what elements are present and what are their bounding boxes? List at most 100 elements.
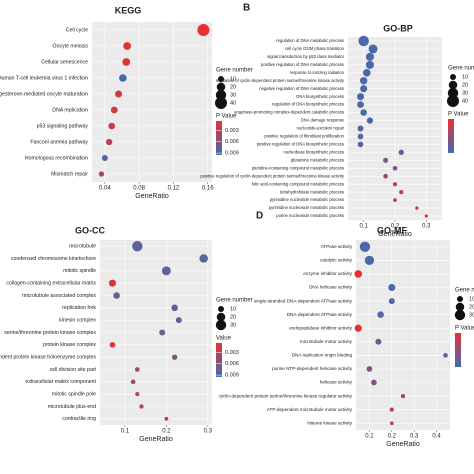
size-legend-label: 10 [230,306,236,312]
size-legend-title: Gene number [216,298,253,304]
y-tick-label: positive regulation of DNA biosynthetic … [257,142,344,147]
dot [393,198,397,203]
dot [354,270,363,278]
dot [105,138,113,146]
dot [377,311,384,318]
x-axis-label: GeneRatio [386,441,420,448]
y-tick-label: pyrimidine nucleotide metabolic process [270,197,344,202]
dot [130,379,136,385]
y-tick-label: positive regulation of fibroblast prolif… [264,134,344,139]
size-legend-label: 30 [469,312,474,318]
dot [359,241,371,252]
dot [366,366,373,372]
y-tick-label: mitotic spindle pole [52,392,96,398]
plot-background [356,240,450,430]
color-legend-title: Value [216,336,232,342]
y-tick-label: folic acid-containing compound metabolic… [252,181,344,186]
size-legend-label: 30 [230,322,236,328]
color-legend-title: P Value [455,326,474,332]
y-tick-label: Homologous recombination [25,155,88,161]
dot [108,122,116,130]
colorbar [448,119,454,153]
y-tick-label: DNA replication origin binding [292,353,353,358]
dot [122,58,131,66]
size-legend-label: 20 [230,84,236,90]
dot [368,44,378,54]
y-tick-label: purine NTP-dependent helicase activity [272,366,353,371]
x-tick-label: 0.2 [391,224,400,230]
dot [197,23,210,37]
size-legend-label: 10 [469,296,474,302]
y-tick-label: DNA-dependent ATPase activity [287,312,353,317]
dot [366,117,374,124]
dot [388,283,396,292]
panel-title: GO-MF [377,225,407,235]
dot [119,74,127,82]
dot [98,171,105,177]
dot [415,206,419,210]
size-legend-dot [214,96,228,110]
x-tick-label: 0.04 [99,186,111,192]
color-legend-title: P Value [448,112,469,118]
y-tick-label: anaphase-promoting complex-dependent cat… [234,110,344,115]
x-tick-label: 0.1 [359,224,368,230]
x-tick-label: 0.2 [388,434,397,440]
dot [135,392,140,397]
y-tick-label: Human T-cell leukemia virus 1 infection [0,75,88,81]
dot [392,182,398,187]
y-tick-label: nucleotide-excision repair [297,126,345,131]
plot-background [92,22,212,182]
colorbar-label: 0.009 [225,151,239,157]
y-tick-label: p53 signaling pathway [37,123,89,129]
dot [365,60,374,69]
y-tick-label: enzyme inhibitor activity [303,271,352,276]
size-legend-dot [215,319,227,331]
y-tick-label: pteridine-containing compound metabolic … [252,165,344,170]
dot [389,421,394,426]
y-tick-label: DNA damage response [301,118,345,123]
color-legend-title: P Value [216,114,237,120]
y-tick-label: signal transduction by p53 class mediato… [267,54,344,59]
dot [375,338,382,345]
dot [357,141,364,148]
y-tick-label: Mismatch repair [51,171,88,177]
dot [132,240,143,252]
y-tick-label: helicase activity [320,380,353,385]
size-legend-label: 10 [462,74,468,80]
y-tick-label: glutamine metabolic process [291,157,344,162]
colorbar-label: 0.003 [225,350,239,356]
size-legend-dot [217,305,225,313]
y-tick-label: kinesin complex [59,318,96,324]
dot [357,125,364,132]
size-legend-dot [454,309,466,321]
y-tick-label: Cellular senescence [41,59,88,65]
size-legend-dot [216,82,226,92]
dot [109,341,116,348]
dot [400,393,406,399]
dot [199,254,208,263]
y-tick-label: positive regulation of cyclin-dependent … [200,173,345,178]
dot [359,77,368,85]
x-axis-label: GeneRatio [378,231,412,238]
dot [101,154,108,162]
y-tick-label: microtubule plus-end [48,404,96,410]
size-legend-label: 20 [230,314,236,320]
y-tick-label: Cell cycle [66,27,88,33]
y-tick-label: DNA replication [52,107,88,113]
dot [424,214,428,218]
dot [159,329,166,336]
dot [110,106,118,114]
y-tick-label: endopeptidase inhibitor activity [289,325,353,330]
y-tick-label: DNA biosynthetic process [296,94,344,99]
dot [161,266,171,276]
y-tick-label: mitotic spindle [63,268,96,274]
y-tick-label: Progesterone-mediated oocyte maturation [0,91,88,97]
panel-title: GO-CC [75,225,105,235]
dot [383,157,389,163]
x-tick-label: 0.3 [422,224,431,230]
y-tick-label: histone kinase activity [307,420,352,425]
x-axis-label: GeneRatio [139,436,173,443]
size-legend-label: 30 [230,92,236,98]
dot [371,379,377,386]
